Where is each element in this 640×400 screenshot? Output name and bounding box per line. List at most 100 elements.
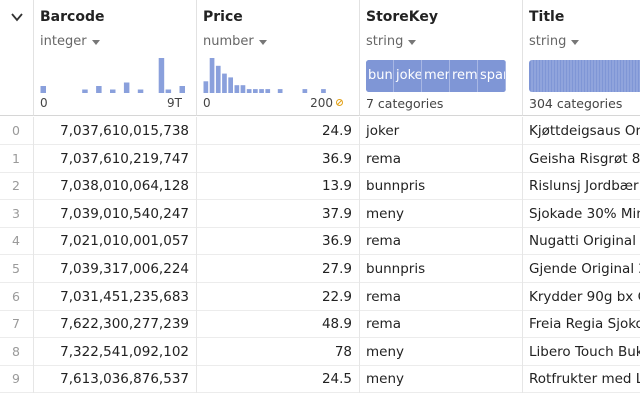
cell-price[interactable]: 37.9 xyxy=(197,199,360,228)
cell-title[interactable]: Geisha Risgrøt 800g xyxy=(529,150,640,167)
range-min: 0 xyxy=(40,96,48,110)
cell-barcode[interactable]: 7,038,010,064,128 xyxy=(34,172,197,201)
range-min: 0 xyxy=(203,96,211,110)
cell-price[interactable]: 27.9 xyxy=(197,255,360,283)
histogram-bar xyxy=(246,89,252,93)
category-segment: rema xyxy=(450,60,478,92)
histogram-bar xyxy=(222,73,227,93)
column-header-price[interactable]: Price number 0 200 xyxy=(197,0,360,116)
cell-storekey[interactable]: meny xyxy=(360,365,523,394)
cell-price[interactable]: 22.9 xyxy=(197,282,360,311)
table-row[interactable]: 6 7,031,451,235,683 22.9 rema Krydder 90g bx… xyxy=(0,282,640,311)
range-max: 200 xyxy=(310,96,343,110)
cell-price[interactable]: 24.5 xyxy=(197,365,360,394)
cell-price[interactable]: 78 xyxy=(197,337,360,366)
caret-down-icon xyxy=(91,40,100,45)
cell-price[interactable]: 24.9 xyxy=(197,117,360,145)
column-name: Title xyxy=(529,9,565,25)
cell-barcode[interactable]: 7,039,317,006,224 xyxy=(34,255,197,283)
cell-storekey[interactable]: bunnpris xyxy=(360,255,523,283)
column-type-dropdown[interactable]: string xyxy=(366,34,417,49)
cell-storekey[interactable]: meny xyxy=(360,337,523,366)
cell-title[interactable]: Kjøttdeigsaus Original xyxy=(529,123,640,139)
table-row[interactable]: 9 7,613,036,876,537 24.5 meny Rotfrukter med… xyxy=(0,365,640,394)
cell-price[interactable]: 13.9 xyxy=(197,172,360,201)
cell-barcode[interactable]: 7,037,610,219,747 xyxy=(34,144,197,173)
cell-barcode[interactable]: 7,622,300,277,239 xyxy=(34,310,197,339)
category-segment: spar xyxy=(478,60,506,92)
column-type-label: string xyxy=(366,34,404,49)
row-index: 5 xyxy=(0,255,34,283)
cell-storekey[interactable]: rema xyxy=(360,227,523,256)
column-name: Price xyxy=(203,9,243,25)
chevron-down-icon xyxy=(10,13,23,22)
range-max: 9T xyxy=(167,96,182,110)
histogram-bar xyxy=(123,82,130,93)
cell-title[interactable]: Rotfrukter med L xyxy=(529,371,640,388)
category-segment: joker xyxy=(394,60,422,92)
histogram-bar xyxy=(265,89,271,93)
row-index: 7 xyxy=(0,310,34,339)
column-type-dropdown[interactable]: string xyxy=(529,34,580,49)
collapse-header-toggle[interactable] xyxy=(0,0,34,116)
cell-title[interactable]: Gjende Original 2 xyxy=(529,261,640,277)
cell-storekey[interactable]: joker xyxy=(360,117,523,145)
row-index: 6 xyxy=(0,282,34,311)
cell-storekey[interactable]: bunnpris xyxy=(360,172,523,201)
cell-storekey[interactable]: rema xyxy=(360,144,523,173)
row-index: 8 xyxy=(0,337,34,366)
row-index: 1 xyxy=(0,144,34,173)
histogram-bar xyxy=(165,89,172,93)
histogram-bar xyxy=(240,85,246,93)
table-row[interactable]: 4 7,021,010,001,057 36.9 rema Nugatti Origin… xyxy=(0,227,640,256)
column-type-dropdown[interactable]: integer xyxy=(40,34,100,49)
cell-title[interactable]: Krydder 90g bx G xyxy=(529,288,640,305)
table-row[interactable]: 8 7,322,541,092,102 78 meny Libero Touch Buk xyxy=(0,337,640,366)
caret-down-icon xyxy=(408,40,417,45)
cell-storekey[interactable]: rema xyxy=(360,310,523,339)
column-type-label: string xyxy=(529,34,567,49)
column-header-title[interactable]: Title string 304 categories xyxy=(523,0,640,116)
column-header-barcode[interactable]: Barcode integer 0 9T xyxy=(34,0,197,116)
cell-title[interactable]: Sjokade 30% Mindre xyxy=(529,205,640,222)
table-row[interactable]: 3 7,039,010,540,247 37.9 meny Sjokade 30% Mi… xyxy=(0,199,640,228)
table-row[interactable]: 2 7,038,010,064,128 13.9 bunnpris Rislunsj J… xyxy=(0,172,640,201)
cell-barcode[interactable]: 7,021,010,001,057 xyxy=(34,227,197,256)
cell-title[interactable]: Rislunsj Jordbær u xyxy=(529,178,640,195)
table-row[interactable]: 7 7,622,300,277,239 48.9 rema Freia Regia Sj… xyxy=(0,310,640,339)
row-index: 4 xyxy=(0,227,34,256)
table-row[interactable]: 1 7,037,610,219,747 36.9 rema Geisha Risgrøt… xyxy=(0,144,640,173)
cell-barcode[interactable]: 7,031,451,235,683 xyxy=(34,282,197,311)
histogram-bar xyxy=(137,89,144,93)
cell-barcode[interactable]: 7,039,010,540,247 xyxy=(34,199,197,228)
cell-price[interactable]: 48.9 xyxy=(197,310,360,339)
histogram-bar xyxy=(321,89,326,93)
category-count: 7 categories xyxy=(366,96,444,111)
cell-storekey[interactable]: rema xyxy=(360,282,523,311)
caret-down-icon xyxy=(258,40,267,45)
table-row[interactable]: 0 7,037,610,015,738 24.9 joker Kjøttdeigsaus… xyxy=(0,117,640,145)
histogram-bar xyxy=(158,58,165,93)
histogram-bar xyxy=(215,65,221,93)
null-values-icon xyxy=(336,99,343,106)
cell-title[interactable]: Libero Touch Buk xyxy=(529,343,640,360)
column-name: Barcode xyxy=(40,9,105,25)
cell-title[interactable]: Freia Regia Sjokolade xyxy=(529,316,640,333)
cell-barcode[interactable]: 7,613,036,876,537 xyxy=(34,365,197,394)
column-header-storekey[interactable]: StoreKey string bunnprisjokermenyremaspa… xyxy=(360,0,523,116)
histogram-bar xyxy=(40,86,46,93)
histogram-bar xyxy=(82,89,88,93)
histogram-bar xyxy=(110,89,116,93)
cell-price[interactable]: 36.9 xyxy=(197,144,360,173)
cell-storekey[interactable]: meny xyxy=(360,199,523,228)
cell-title[interactable]: Nugatti Original xyxy=(529,233,636,250)
table-row[interactable]: 5 7,039,317,006,224 27.9 bunnpris Gjende Ori… xyxy=(0,255,640,283)
cell-price[interactable]: 36.9 xyxy=(197,227,360,256)
category-segment: meny xyxy=(422,60,450,92)
cell-barcode[interactable]: 7,322,541,092,102 xyxy=(34,337,197,366)
column-type-dropdown[interactable]: number xyxy=(203,34,267,49)
histogram-bar xyxy=(253,89,258,93)
column-type-label: integer xyxy=(40,34,87,49)
cell-barcode[interactable]: 7,037,610,015,738 xyxy=(34,117,197,145)
